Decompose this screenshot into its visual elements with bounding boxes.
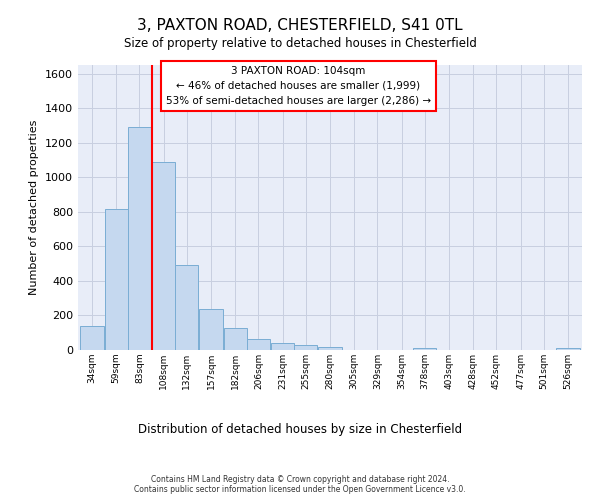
Text: Distribution of detached houses by size in Chesterfield: Distribution of detached houses by size … <box>138 422 462 436</box>
Bar <box>413 348 436 350</box>
Text: 3 PAXTON ROAD: 104sqm
← 46% of detached houses are smaller (1,999)
53% of semi-d: 3 PAXTON ROAD: 104sqm ← 46% of detached … <box>166 66 431 106</box>
Bar <box>319 348 341 350</box>
Text: Contains HM Land Registry data © Crown copyright and database right 2024.
Contai: Contains HM Land Registry data © Crown c… <box>134 474 466 494</box>
Bar <box>247 339 270 350</box>
Bar <box>80 326 104 350</box>
Bar <box>271 344 294 350</box>
Text: Size of property relative to detached houses in Chesterfield: Size of property relative to detached ho… <box>124 38 476 51</box>
Y-axis label: Number of detached properties: Number of detached properties <box>29 120 40 295</box>
Bar <box>556 348 580 350</box>
Bar <box>104 209 128 350</box>
Bar <box>294 346 317 350</box>
Bar <box>224 328 247 350</box>
Bar <box>175 264 199 350</box>
Bar <box>199 310 223 350</box>
Text: 3, PAXTON ROAD, CHESTERFIELD, S41 0TL: 3, PAXTON ROAD, CHESTERFIELD, S41 0TL <box>137 18 463 32</box>
Bar <box>152 162 175 350</box>
Bar <box>128 127 151 350</box>
